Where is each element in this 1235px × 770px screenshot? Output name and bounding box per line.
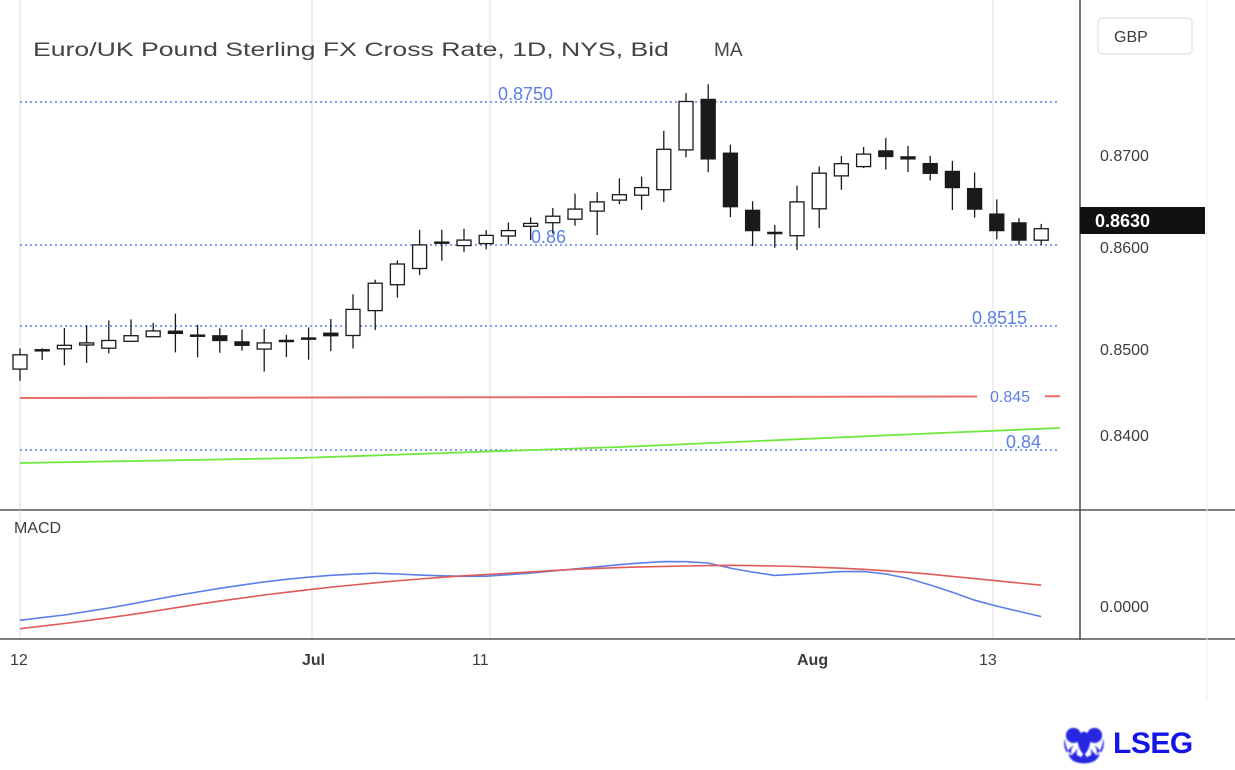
- svg-text:0.8515: 0.8515: [972, 308, 1027, 328]
- svg-text:MACD: MACD: [14, 520, 61, 537]
- svg-text:0.8700: 0.8700: [1100, 148, 1149, 165]
- svg-text:0.8750: 0.8750: [498, 84, 553, 104]
- svg-text:0.8500: 0.8500: [1100, 342, 1149, 359]
- svg-text:Euro/UK Pound Sterling FX Cros: Euro/UK Pound Sterling FX Cross Rate, 1D…: [33, 40, 669, 61]
- svg-text:11: 11: [472, 652, 489, 669]
- svg-text:13: 13: [979, 652, 997, 669]
- svg-text:12: 12: [10, 652, 28, 669]
- svg-text:Jul: Jul: [302, 652, 325, 669]
- svg-text:0.845: 0.845: [990, 389, 1030, 406]
- svg-text:0.84: 0.84: [1006, 432, 1041, 452]
- svg-text:GBP: GBP: [1114, 29, 1148, 46]
- svg-text:Aug: Aug: [797, 652, 828, 669]
- svg-text:0.8400: 0.8400: [1100, 428, 1149, 445]
- svg-text:0.8630: 0.8630: [1095, 211, 1150, 231]
- svg-text:0.8600: 0.8600: [1100, 240, 1149, 257]
- svg-text:0.0000: 0.0000: [1100, 599, 1149, 616]
- svg-text:MA: MA: [714, 40, 743, 61]
- svg-text:0.86: 0.86: [531, 227, 566, 247]
